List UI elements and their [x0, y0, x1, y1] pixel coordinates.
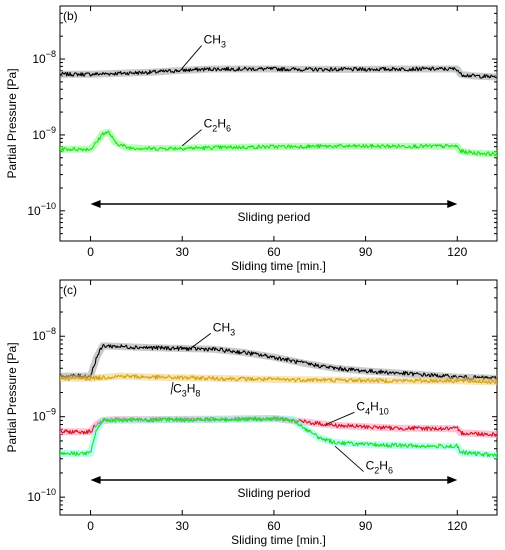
panel-label: (b)	[63, 9, 78, 23]
chart-panel-c: 0 30 60 90 120 10−8 10−9 10−10 Sliding time [min…	[5, 279, 498, 547]
series-band-C2H6	[60, 415, 497, 459]
x-tick-label: 120	[447, 245, 467, 259]
panel-label: (c)	[63, 283, 77, 297]
series-line-CH3	[60, 344, 497, 381]
leader-line-C2H6	[334, 445, 364, 472]
arrow-head-left	[90, 476, 101, 484]
series-line-CH3	[60, 66, 497, 79]
x-tick-label: 30	[176, 519, 190, 533]
series-line-C2H6	[60, 130, 497, 157]
y-tick-label: 10−8	[32, 326, 56, 343]
sliding-period-label: Sliding period	[238, 486, 311, 500]
series-line-C2H6	[60, 416, 497, 458]
series-label-C2H6: C2H6	[366, 459, 393, 476]
plot-frame	[59, 5, 498, 242]
y-tick-label: 10−9	[32, 125, 56, 142]
series-label-CH3: CH3	[213, 320, 235, 337]
series-band-C2H6	[60, 128, 497, 158]
series-label-C3H8: C3H8	[173, 381, 200, 398]
y-tick-label: 10−10	[27, 201, 56, 218]
series-label-C2H6: C2H6	[204, 117, 231, 134]
x-tick-label: 30	[176, 245, 190, 259]
x-tick-label: 90	[359, 519, 373, 533]
series-line-C3H8	[60, 374, 497, 385]
y-tick-label: 10−8	[32, 49, 56, 66]
leader-line-C2H6	[181, 129, 202, 147]
y-tick-label: 10−10	[27, 487, 56, 504]
x-axis-label: Sliding time [min.]	[231, 259, 326, 273]
series-label-C4H10: C4H10	[356, 399, 388, 416]
plot-frame	[59, 279, 498, 516]
series-label-CH3: CH3	[204, 33, 226, 50]
plot-area	[60, 65, 497, 158]
leader-line-CH3	[181, 45, 202, 69]
x-tick-label: 60	[267, 245, 281, 259]
x-tick-label: 60	[267, 519, 281, 533]
leader-line-C4H10	[325, 411, 355, 425]
x-tick-label: 0	[87, 519, 94, 533]
x-tick-label: 0	[87, 245, 94, 259]
arrow-head-left	[90, 200, 101, 208]
leader-line-C3H8	[170, 381, 174, 395]
leader-line-CH3	[191, 332, 212, 349]
arrow-head-right	[447, 476, 458, 484]
y-tick-label: 10−9	[32, 407, 56, 424]
plot-area	[60, 342, 497, 459]
sliding-period-label: Sliding period	[238, 210, 311, 224]
y-axis-label: Partial Pressure [Pa]	[5, 342, 19, 452]
x-tick-label: 90	[359, 245, 373, 259]
arrow-head-right	[447, 200, 458, 208]
x-tick-label: 120	[447, 519, 467, 533]
chart-panel-b: 0 30 60 90 120 10−8 10−9 10−10 Sliding time [min…	[5, 5, 498, 273]
x-axis-label: Sliding time [min.]	[231, 533, 326, 547]
y-axis-label: Partial Pressure [Pa]	[5, 68, 19, 178]
